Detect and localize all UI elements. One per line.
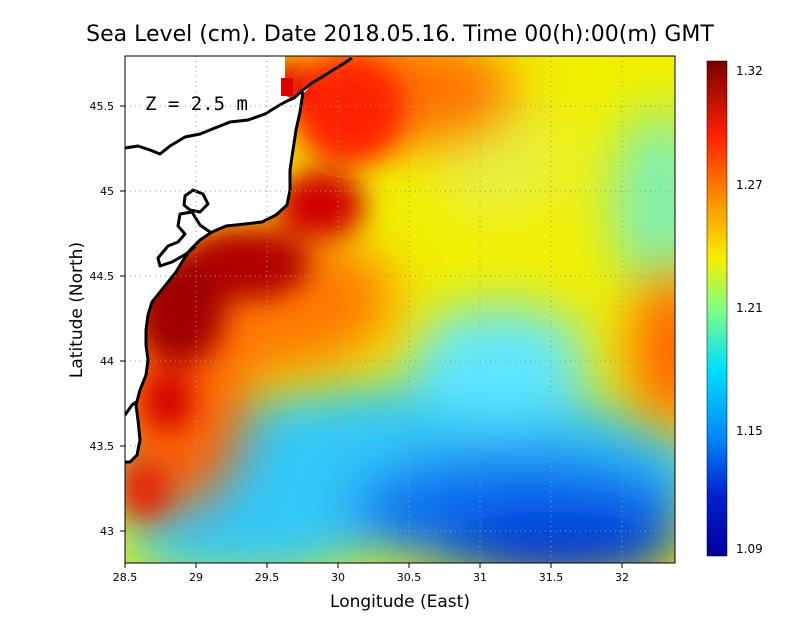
gridlines [125,56,675,563]
y-tick-label: 45 [100,185,114,198]
y-tick-label: 44.5 [90,270,115,283]
x-tick-label: 29.5 [255,571,280,584]
colorbar-labels: 1.32 1.27 1.21 1.15 1.09 [736,64,763,556]
y-tick-label: 44 [100,355,114,368]
field-blobs-peak [125,56,405,520]
x-tick-label: 32 [615,571,629,584]
estuary-patch [281,78,293,96]
colorbar-label: 1.15 [736,424,763,438]
colorbar-label: 1.09 [736,542,763,556]
coastline [125,56,353,464]
y-tick-label: 43 [100,525,114,538]
x-axis-label: Longitude (East) [330,592,470,612]
land-mask [125,56,352,462]
colorbar-label: 1.32 [736,64,763,78]
x-tick-label: 29 [189,571,203,584]
x-tick-label: 31 [473,571,487,584]
x-tick-label: 31.5 [539,571,564,584]
y-tick-labels: 43 43.5 44 44.5 45 45.5 [90,100,115,538]
x-tick-label: 30.5 [397,571,422,584]
y-tick-label: 45.5 [90,100,115,113]
x-tick-label: 28.5 [113,571,138,584]
sea-level-field: Z = 2.5 m [125,56,675,563]
x-tick-labels: 28.5 29 29.5 30 30.5 31 31.5 32 [113,571,629,584]
y-axis-label: Latitude (North) [67,242,87,378]
colorbar [706,60,728,557]
colorbar-label: 1.21 [736,301,763,315]
plot-frame [124,55,676,564]
x-tick-label: 30 [331,571,345,584]
colorbar-label: 1.27 [736,178,763,192]
depth-label: Z = 2.5 m [145,93,248,115]
y-tick-label: 43.5 [90,440,115,453]
field-blobs-low [125,100,675,563]
map-title: Sea Level (cm). Date 2018.05.16. Time 00… [86,22,714,47]
tick-marks [120,105,623,568]
